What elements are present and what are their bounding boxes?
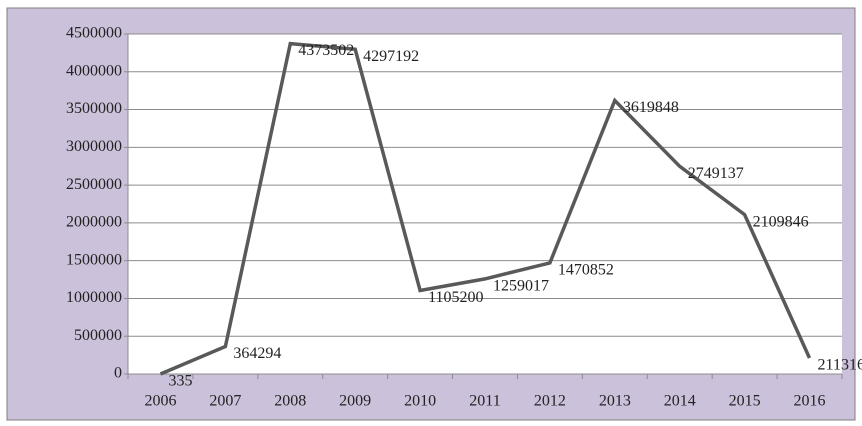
y-tick-label: 0 xyxy=(114,365,122,382)
x-tick-label: 2011 xyxy=(469,393,500,410)
data-label: 335 xyxy=(168,373,192,390)
x-tick-label: 2015 xyxy=(729,393,761,410)
x-tick-label: 2006 xyxy=(144,393,176,410)
data-label: 2109846 xyxy=(753,213,809,230)
y-tick-label: 3000000 xyxy=(66,138,122,155)
data-label: 1470852 xyxy=(558,262,614,279)
line-series xyxy=(159,41,812,376)
data-label: 1105200 xyxy=(428,289,483,306)
x-tick-label: 2012 xyxy=(534,393,566,410)
data-label: 364294 xyxy=(233,345,281,362)
y-tick-label: 2500000 xyxy=(66,176,122,193)
y-tick-label: 500000 xyxy=(74,327,122,344)
plot-area xyxy=(128,34,842,374)
data-label: 2749137 xyxy=(688,165,744,182)
x-tick-label: 2008 xyxy=(274,393,306,410)
y-tick-label: 4500000 xyxy=(66,25,122,42)
x-tick-label: 2007 xyxy=(209,393,241,410)
x-tick-label: 2014 xyxy=(664,393,696,410)
x-tick-label: 2016 xyxy=(794,393,826,410)
y-tick-label: 1000000 xyxy=(66,289,122,306)
x-tick-label: 2009 xyxy=(339,393,371,410)
data-label: 211316 xyxy=(818,357,862,374)
data-label: 3619848 xyxy=(623,99,679,116)
y-tick-label: 4000000 xyxy=(66,62,122,79)
y-tick-label: 2000000 xyxy=(66,214,122,231)
data-label: 4373502 xyxy=(298,42,354,59)
y-tick-label: 3500000 xyxy=(66,100,122,117)
x-tick-label: 2010 xyxy=(404,393,436,410)
data-label: 1259017 xyxy=(493,278,549,295)
data-label: 4297192 xyxy=(363,48,419,65)
y-tick-label: 1500000 xyxy=(66,251,122,268)
x-tick-label: 2013 xyxy=(599,393,631,410)
